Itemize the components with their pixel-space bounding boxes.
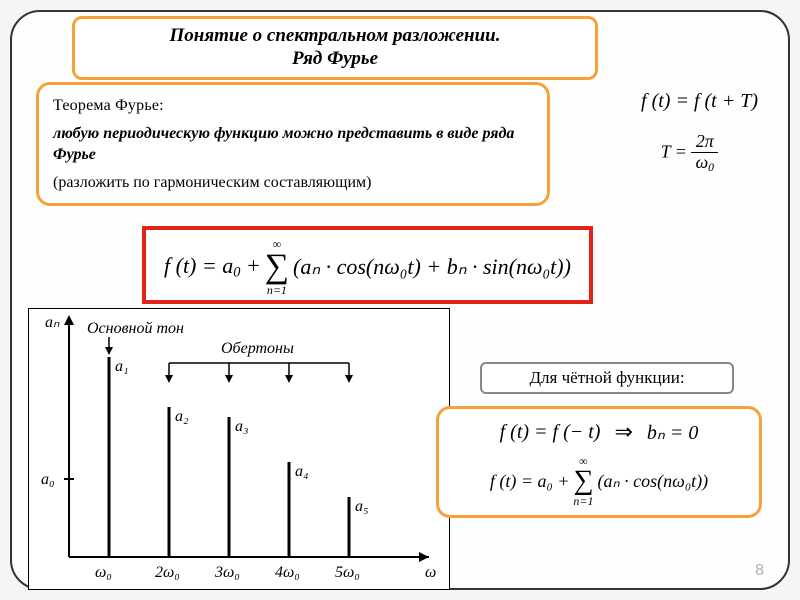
period-lhs: T = (661, 141, 687, 161)
theorem-statement: любую периодическую функцию можно предст… (53, 123, 533, 166)
title-line-2: Ряд Фурье (292, 48, 378, 69)
slide-title: Понятие о спектральном разложении. Ряд Ф… (72, 16, 598, 80)
series-lhs: f (t) = a0 + (164, 253, 261, 282)
svg-text:4ω₀: 4ω₀ (275, 564, 300, 581)
svg-text:a₀: a₀ (41, 471, 55, 488)
period-fraction: 2π ω0 (691, 132, 718, 175)
series-body: (aₙ · cos(nω₀t) + bₙ · sin(nω₀t)) (293, 254, 571, 280)
page-number: 8 (755, 562, 764, 580)
even-function-header: Для чётной функции: (480, 362, 734, 394)
svg-text:a₅: a₅ (355, 498, 369, 515)
theorem-paren: (разложить по гармоническим составляющим… (53, 172, 533, 194)
svg-text:aₙ: aₙ (45, 314, 60, 331)
sum-symbol: ∞ ∑ n=1 (265, 238, 289, 296)
even-series-body: (aₙ · cos(nω₀t)) (598, 471, 709, 492)
even-function-box: f (t) = f (− t) ⇒ bₙ = 0 f (t) = a₀ + ∞ … (436, 406, 762, 518)
svg-text:ω₀: ω₀ (95, 564, 112, 581)
spectrum-diagram: aₙ ω a₀ Основной тон Обертоны a₁ ω₀ a₂ 2ω₀ a₃ 3ω₀ a… (28, 308, 450, 590)
svg-text:2ω₀: 2ω₀ (155, 564, 180, 581)
svg-text:a₁: a₁ (115, 358, 129, 375)
even-eq2: bₙ = 0 (647, 420, 698, 445)
fourier-series-box: f (t) = a0 + ∞ ∑ n=1 (aₙ · cos(nω₀t) + b… (142, 226, 593, 304)
even-sum-symbol: ∞ ∑ n=1 (573, 455, 593, 507)
theorem-label: Теорема Фурье: (53, 95, 533, 117)
svg-text:3ω₀: 3ω₀ (214, 564, 240, 581)
svg-text:a₃: a₃ (235, 418, 249, 435)
theorem-box: Теорема Фурье: любую периодическую функц… (36, 82, 550, 206)
svg-text:a₄: a₄ (295, 463, 309, 480)
svg-text:Обертоны: Обертоны (221, 340, 294, 357)
period-den: ω0 (691, 153, 718, 175)
even-series-lhs: f (t) = a₀ + (490, 471, 570, 492)
svg-text:a₂: a₂ (175, 408, 189, 425)
implies-arrow: ⇒ (614, 419, 632, 445)
equation-periodic: f (t) = f (t + T) (641, 90, 758, 113)
svg-text:Основной тон: Основной тон (87, 320, 184, 337)
even-eq1: f (t) = f (− t) (500, 421, 601, 444)
equation-period: T = 2π ω0 (661, 132, 718, 175)
svg-text:ω: ω (425, 564, 436, 581)
svg-text:5ω₀: 5ω₀ (335, 564, 360, 581)
title-line-1: Понятие о спектральном разложении. (170, 25, 501, 46)
slide-frame: Понятие о спектральном разложении. Ряд Ф… (10, 10, 790, 590)
period-num: 2π (691, 132, 718, 153)
